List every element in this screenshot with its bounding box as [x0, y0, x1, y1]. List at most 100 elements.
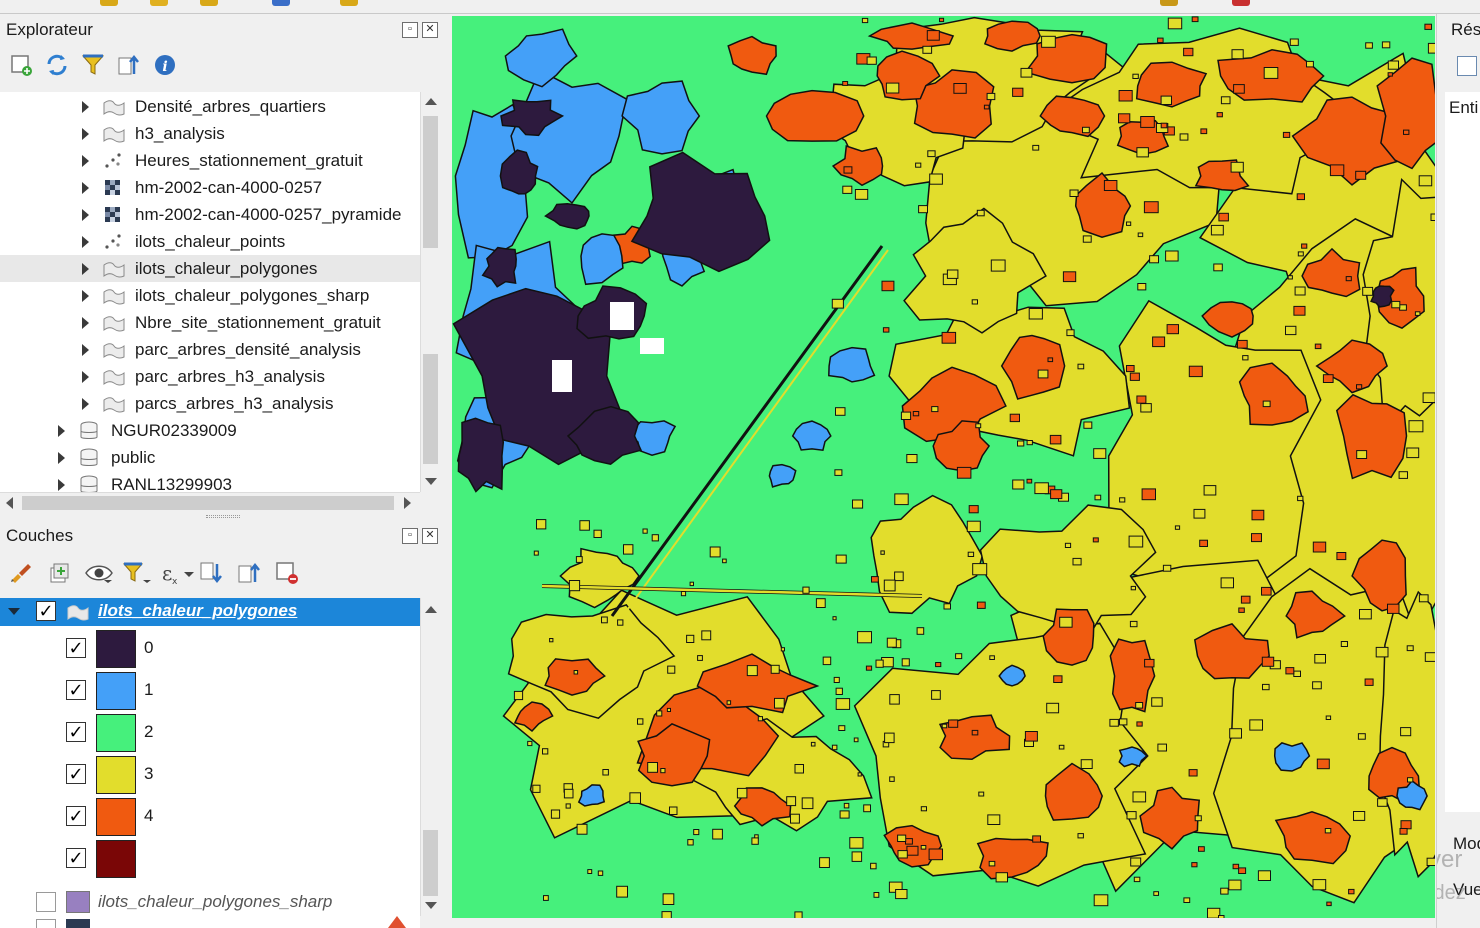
class-visibility-checkbox[interactable]: ✓ [66, 638, 86, 658]
expand-all-icon[interactable] [198, 560, 224, 586]
expand-arrow-icon[interactable] [82, 344, 89, 356]
scrollbar-thumb[interactable] [423, 116, 438, 248]
scroll-right-icon[interactable] [404, 497, 411, 509]
toolbar-icon[interactable] [1160, 0, 1178, 6]
add-layer-icon[interactable] [8, 52, 34, 78]
scrollbar-thumb[interactable] [423, 354, 438, 464]
class-visibility-checkbox[interactable]: ✓ [66, 848, 86, 868]
expand-arrow-icon[interactable] [82, 128, 89, 140]
layer-row[interactable]: ilots_chaleur_polygones_sharp [0, 888, 420, 916]
style-brush-icon[interactable] [8, 560, 34, 586]
class-visibility-checkbox[interactable]: ✓ [66, 764, 86, 784]
toolbar-icon[interactable] [272, 0, 290, 6]
browser-item[interactable]: parc_arbres_h3_analysis [0, 363, 420, 390]
active-layer-row[interactable]: ✓ ilots_chaleur_polygones [0, 598, 420, 626]
heat-pixel-cluster [901, 658, 910, 667]
toolbar-icon[interactable] [340, 0, 358, 6]
heat-pixel-cluster [770, 664, 780, 674]
expand-arrow-icon[interactable] [82, 155, 89, 167]
layer-visibility-checkbox[interactable]: ✓ [36, 601, 56, 621]
collapse-all-icon[interactable] [236, 560, 262, 586]
class-visibility-checkbox[interactable]: ✓ [66, 680, 86, 700]
expand-arrow-icon[interactable] [82, 209, 89, 221]
heat-pixel-cluster [1314, 654, 1326, 664]
expand-arrow-icon[interactable] [82, 317, 89, 329]
browser-item[interactable]: Densité_arbres_quartiers [0, 93, 420, 120]
explorer-horizontal-scrollbar[interactable] [0, 492, 420, 512]
scroll-left-icon[interactable] [6, 497, 13, 509]
expand-arrow-icon[interactable] [82, 101, 89, 113]
toolbar-icon[interactable] [1232, 0, 1250, 6]
toolbar-icon[interactable] [200, 0, 218, 6]
float-panel-icon[interactable]: ▫ [402, 22, 418, 38]
scroll-down-icon[interactable] [425, 902, 437, 909]
close-icon[interactable]: ✕ [422, 528, 438, 544]
expand-arrow-icon[interactable] [82, 371, 89, 383]
browser-item[interactable]: ilots_chaleur_polygones_sharp [0, 282, 420, 309]
browser-schema[interactable]: NGUR02339009 [0, 417, 420, 444]
legend-class-row[interactable]: ✓ 3 [0, 754, 420, 796]
legend-class-row[interactable]: ✓ 2 [0, 712, 420, 754]
class-visibility-checkbox[interactable]: ✓ [66, 806, 86, 826]
browser-schema[interactable]: public [0, 444, 420, 471]
heat-pixel-cluster [983, 104, 990, 110]
collapse-arrow-icon[interactable] [8, 608, 20, 615]
close-icon[interactable]: ✕ [422, 22, 438, 38]
float-panel-icon[interactable]: ▫ [402, 528, 418, 544]
layer-visibility-checkbox[interactable] [36, 919, 56, 928]
add-group-icon[interactable] [46, 560, 72, 586]
expand-arrow-icon[interactable] [82, 236, 89, 248]
refresh-icon[interactable] [44, 52, 70, 78]
heat-pixel-cluster [563, 788, 574, 799]
heat-pixel-cluster [1357, 733, 1366, 740]
heat-class-4-zone [1139, 786, 1201, 850]
toolbar-icon[interactable] [150, 0, 168, 6]
heat-pixel-cluster [1237, 339, 1248, 349]
filter-icon[interactable] [80, 52, 106, 78]
collapse-all-icon[interactable] [116, 52, 142, 78]
browser-schema[interactable]: RANL13299903 [0, 471, 420, 492]
explorer-vertical-scrollbar[interactable] [420, 92, 440, 492]
heat-pixel-cluster [1297, 251, 1304, 257]
toolbar-icon[interactable] [100, 0, 118, 6]
expand-arrow-icon[interactable] [82, 290, 89, 302]
layer-visibility-checkbox[interactable] [36, 892, 56, 912]
browser-item[interactable]: parc_arbres_densité_analysis [0, 336, 420, 363]
class-visibility-checkbox[interactable]: ✓ [66, 722, 86, 742]
browser-item[interactable]: hm-2002-can-4000-0257 [0, 174, 420, 201]
filter-legend-icon[interactable] [122, 560, 151, 586]
expand-arrow-icon[interactable] [58, 425, 65, 437]
layers-vertical-scrollbar[interactable] [420, 598, 440, 916]
browser-item[interactable]: hm-2002-can-4000-0257_pyramide [0, 201, 420, 228]
browser-item[interactable]: ilots_chaleur_points [0, 228, 420, 255]
map-canvas[interactable] [452, 16, 1435, 918]
legend-class-row[interactable]: ✓ [0, 838, 420, 880]
legend-class-row[interactable]: ✓ 1 [0, 670, 420, 712]
browser-item[interactable]: Heures_stationnement_gratuit [0, 147, 420, 174]
legend-class-row[interactable]: ✓ 4 [0, 796, 420, 838]
scroll-up-icon[interactable] [425, 98, 437, 105]
scrollbar-thumb[interactable] [22, 496, 394, 510]
browser-item[interactable]: parcs_arbres_h3_analysis [0, 390, 420, 417]
layer-row-partial[interactable] [0, 916, 420, 928]
browser-item[interactable]: h3_analysis [0, 120, 420, 147]
panel-tool-icon[interactable] [1457, 56, 1477, 76]
scroll-up-icon[interactable] [425, 606, 437, 613]
expand-arrow-icon[interactable] [82, 263, 89, 275]
remove-layer-icon[interactable] [274, 560, 300, 586]
scrollbar-thumb[interactable] [423, 830, 438, 896]
browser-item[interactable]: Nbre_site_stationnement_gratuit [0, 309, 420, 336]
expand-arrow-icon[interactable] [58, 479, 65, 491]
legend-class-row[interactable]: ✓ 0 [0, 628, 420, 670]
browser-tree[interactable]: Densité_arbres_quartiers h3_analysis Heure… [0, 92, 420, 492]
visibility-eye-icon[interactable] [84, 560, 113, 586]
browser-item[interactable]: ilots_chaleur_polygones [0, 255, 420, 282]
expand-arrow-icon[interactable] [58, 452, 65, 464]
layer-tree[interactable]: ✓ ilots_chaleur_polygones ✓ 0 ✓ 1 ✓ 2 ✓ 3 ✓ 4 ✓ ilo… [0, 598, 420, 928]
panel-splitter[interactable] [206, 515, 240, 518]
expand-arrow-icon[interactable] [82, 182, 89, 194]
scroll-down-icon[interactable] [425, 478, 437, 485]
info-icon[interactable]: i [152, 52, 178, 78]
expand-arrow-icon[interactable] [82, 398, 89, 410]
